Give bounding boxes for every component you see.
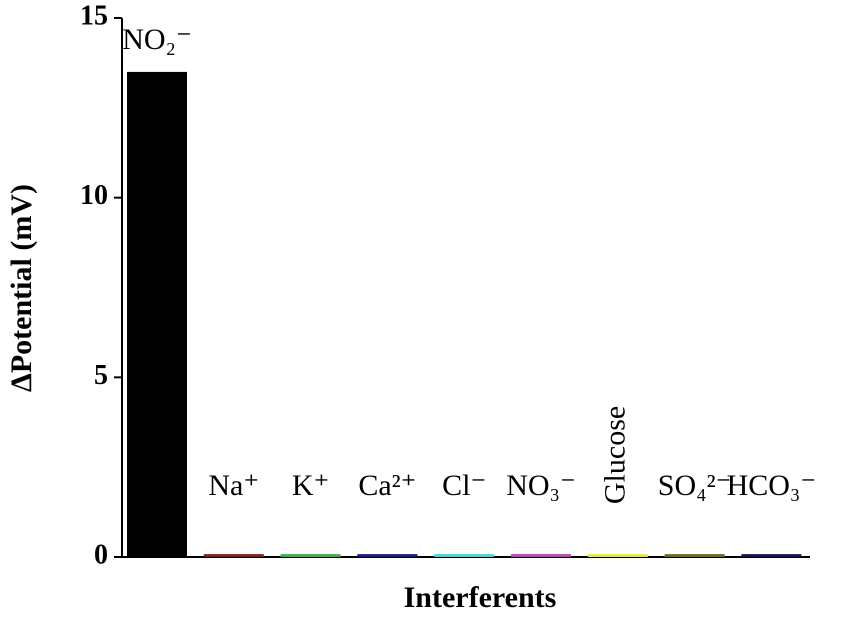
y-tick-label: 10: [80, 180, 108, 211]
x-axis-title: Interferents: [404, 581, 557, 614]
bar: [587, 554, 648, 557]
bar: [127, 71, 187, 558]
bar: [664, 554, 725, 557]
category-label: Cl⁻: [442, 469, 486, 502]
y-tick-label: 15: [80, 0, 108, 31]
y-tick-label: 0: [94, 539, 108, 570]
bar: [203, 554, 264, 557]
category-label: NO₂⁻: [122, 23, 192, 56]
category-label: SO₄²⁻: [658, 469, 732, 502]
category-label: Na⁺: [208, 469, 259, 502]
category-label: K⁺: [292, 469, 330, 502]
category-label: HCO₃⁻: [727, 469, 817, 502]
category-label: Ca²⁺: [358, 469, 416, 502]
category-label: Glucose: [599, 406, 632, 504]
bar: [741, 554, 802, 557]
bar: [357, 554, 418, 557]
bar: [511, 554, 571, 557]
category-label: NO₃⁻: [506, 469, 576, 502]
y-tick-label: 5: [94, 360, 108, 391]
bar: [280, 554, 341, 557]
bar: [434, 554, 495, 557]
y-axis-title: ΔPotential (mV): [5, 184, 38, 392]
